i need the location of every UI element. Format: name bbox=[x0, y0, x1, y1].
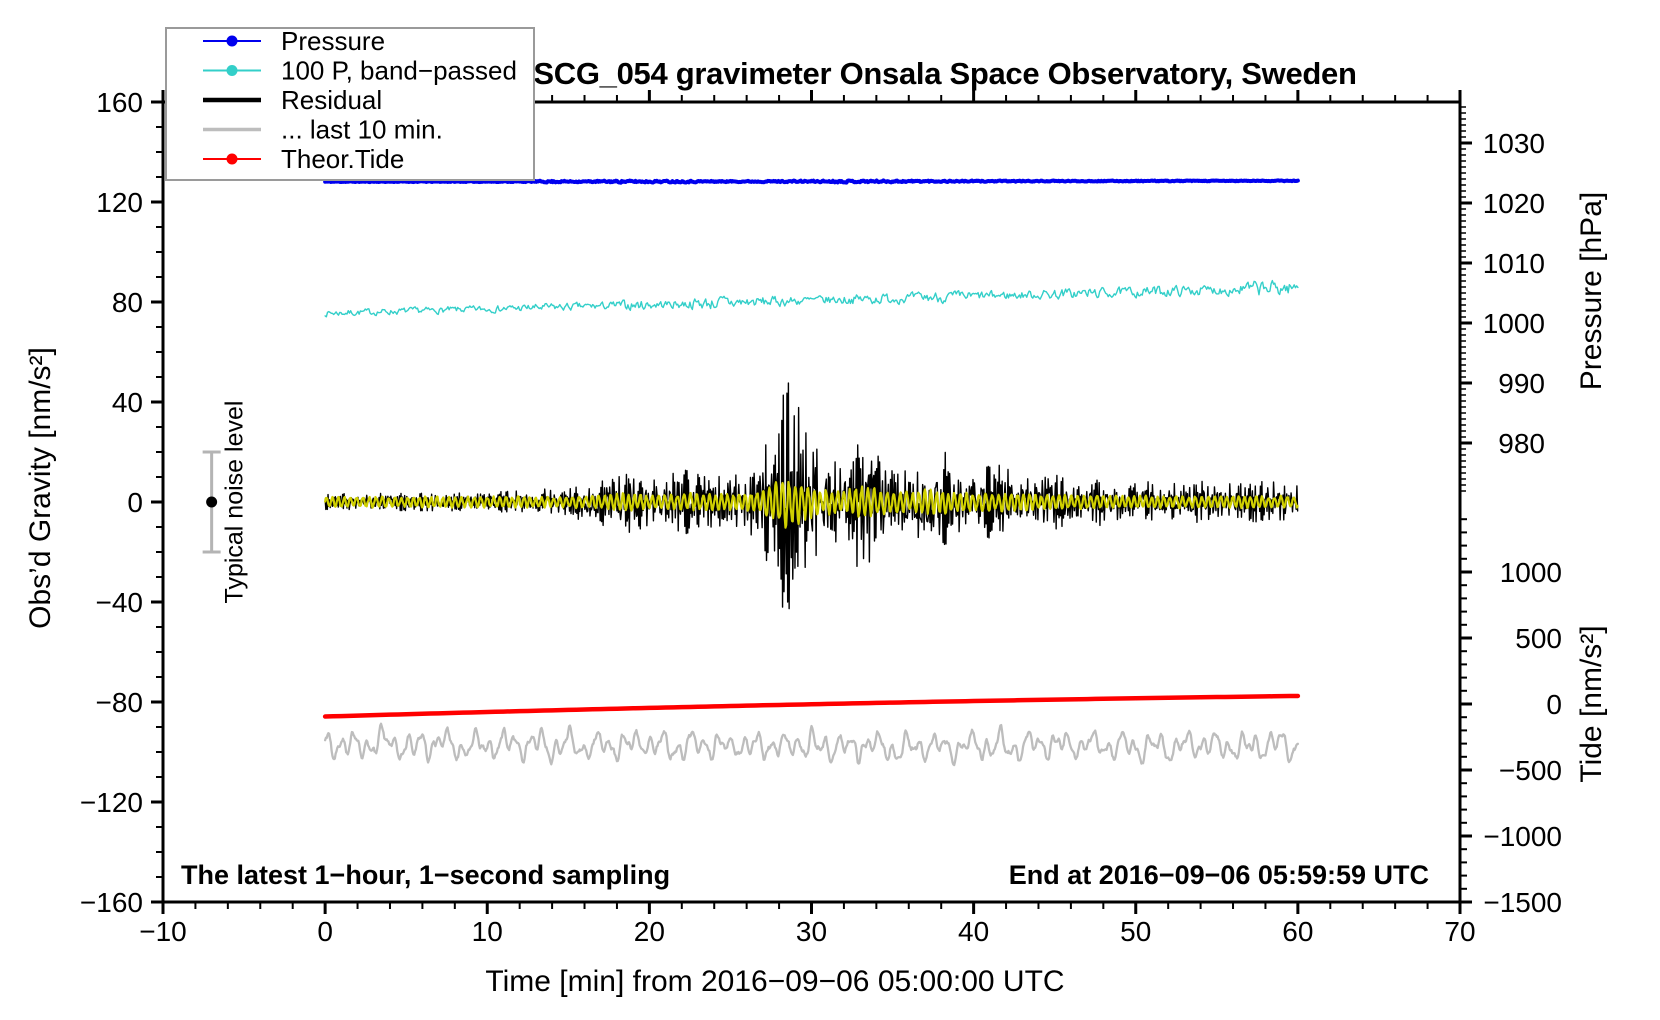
sampling-note: The latest 1−hour, 1−second sampling bbox=[181, 860, 670, 890]
x-tick-label: 0 bbox=[317, 916, 333, 947]
tide-tick-label: 1000 bbox=[1500, 557, 1562, 588]
tide-tick-label: 0 bbox=[1546, 689, 1562, 720]
pressure-tick-label: 1000 bbox=[1483, 308, 1545, 339]
typical-noise-level-indicator: Typical noise level bbox=[202, 401, 249, 604]
chart-title: SCG_054 gravimeter Onsala Space Observat… bbox=[533, 56, 1356, 91]
pressure-tick-label: 1030 bbox=[1483, 128, 1545, 159]
y-left-axis-title: Obs’d Gravity [nm/s²] bbox=[24, 347, 57, 629]
tide-tick-label: −1000 bbox=[1483, 821, 1562, 852]
x-tick-label: 20 bbox=[634, 916, 665, 947]
series-residual-last-10min-trace bbox=[323, 722, 1300, 767]
legend-item: 100 P, band−passed bbox=[203, 56, 517, 86]
y-left-tick-label: −160 bbox=[80, 887, 143, 918]
tide-axis-title: Tide [nm/s²] bbox=[1575, 625, 1608, 782]
noise-bar-center-dot bbox=[206, 496, 218, 508]
legend-marker-dot bbox=[226, 35, 238, 47]
legend-item: Theor.Tide bbox=[203, 144, 404, 174]
y-left-tick-label: 0 bbox=[127, 487, 143, 518]
legend-label: ... last 10 min. bbox=[281, 115, 443, 145]
legend-label: 100 P, band−passed bbox=[281, 56, 517, 86]
legend-label: Pressure bbox=[281, 26, 385, 56]
legend-marker-dot bbox=[226, 153, 238, 165]
legend-label: Theor.Tide bbox=[281, 144, 404, 174]
y-left-axis: 160 120 80 40 0 −40 −80 −120 −160 bbox=[80, 87, 163, 918]
end-time-note: End at 2016−09−06 05:59:59 UTC bbox=[1009, 860, 1429, 890]
series-pressure-trace bbox=[323, 178, 1300, 185]
y-left-tick-label: 40 bbox=[112, 387, 143, 418]
legend-box bbox=[165, 27, 535, 181]
series-residual-bandpassed-trace bbox=[324, 480, 1299, 529]
x-tick-label: 30 bbox=[796, 916, 827, 947]
y-left-tick-label: −120 bbox=[80, 787, 143, 818]
y-left-tick-label: 120 bbox=[96, 187, 143, 218]
y-left-tick-label: 80 bbox=[112, 287, 143, 318]
x-tick-label: 50 bbox=[1120, 916, 1151, 947]
legend-item: Pressure bbox=[203, 26, 385, 56]
x-tick-label: −10 bbox=[139, 916, 187, 947]
y-left-tick-label: −80 bbox=[96, 687, 144, 718]
y-right-tide-axis: 1000 500 0 −500 −1000 −1500 bbox=[1460, 518, 1562, 918]
tide-tick-label: −1500 bbox=[1483, 887, 1562, 918]
legend-item: Residual bbox=[203, 85, 382, 115]
series-theoretical-tide-trace bbox=[322, 693, 1301, 719]
pressure-axis-title: Pressure [hPa] bbox=[1575, 192, 1608, 390]
y-right-pressure-axis: 1030 1020 1010 1000 990 980 bbox=[1460, 106, 1545, 492]
pressure-tick-label: 990 bbox=[1498, 368, 1545, 399]
x-axis-title: Time [min] from 2016−09−06 05:00:00 UTC bbox=[485, 965, 1064, 998]
x-axis: −10 0 10 20 30 40 50 60 70 bbox=[139, 90, 1476, 947]
legend-label: Residual bbox=[281, 85, 382, 115]
pressure-tick-label: 1020 bbox=[1483, 188, 1545, 219]
y-left-tick-label: −40 bbox=[96, 587, 144, 618]
y-left-tick-label: 160 bbox=[96, 87, 143, 118]
x-tick-label: 60 bbox=[1282, 916, 1313, 947]
tide-tick-label: −500 bbox=[1499, 755, 1562, 786]
series-pressure-bandpassed-x100-trace bbox=[324, 279, 1299, 318]
legend-marker-dot bbox=[226, 65, 238, 76]
x-tick-label: 10 bbox=[472, 916, 503, 947]
x-tick-label: 40 bbox=[958, 916, 989, 947]
pressure-tick-label: 980 bbox=[1498, 428, 1545, 459]
tide-tick-label: 500 bbox=[1515, 623, 1562, 654]
x-tick-label: 70 bbox=[1444, 916, 1475, 947]
noise-level-label: Typical noise level bbox=[221, 401, 249, 604]
legend-item: ... last 10 min. bbox=[203, 115, 443, 145]
pressure-tick-label: 1010 bbox=[1483, 248, 1545, 279]
